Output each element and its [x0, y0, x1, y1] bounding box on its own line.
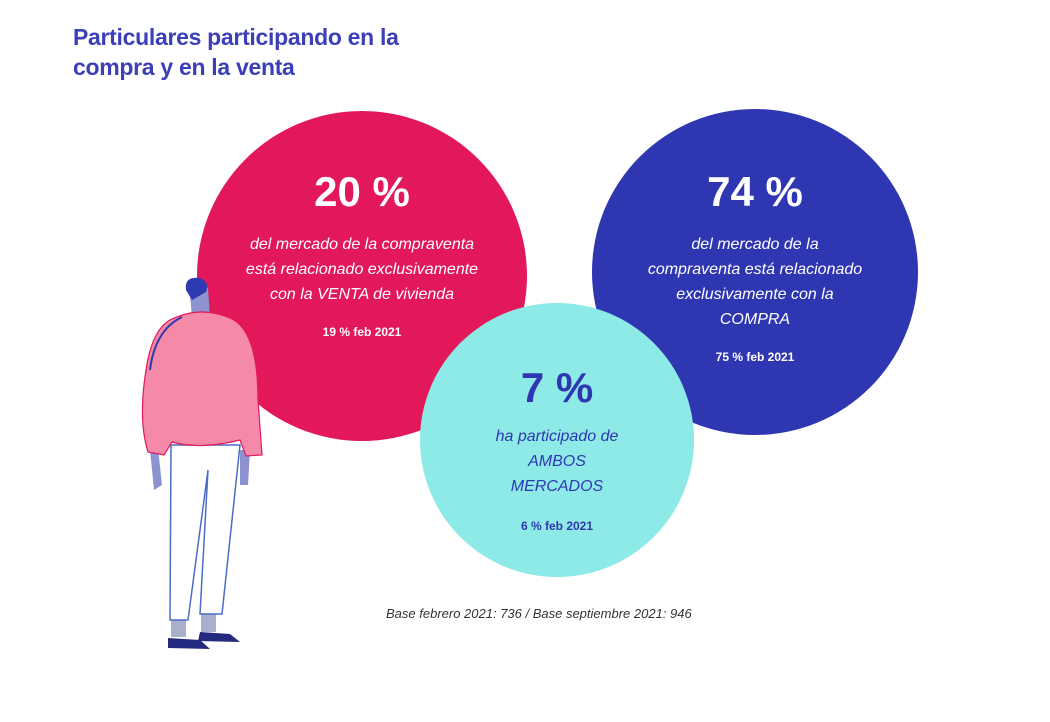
- venta-block: 20 % del mercado de la compraventa está …: [222, 168, 502, 339]
- ambos-description: ha participado de AMBOS MERCADOS: [495, 428, 619, 495]
- compra-previous: 75 % feb 2021: [715, 350, 795, 364]
- compra-percent: 74 %: [707, 168, 803, 215]
- venta-circle: [197, 111, 527, 441]
- venta-percent: 20 %: [314, 168, 410, 215]
- compra-circle: [592, 109, 918, 435]
- ambos-previous: 6 % feb 2021: [520, 519, 594, 533]
- person-illustration: [141, 277, 263, 649]
- venta-description: del mercado de la compraventa está relac…: [245, 236, 479, 303]
- ambos-block: 7 % ha participado de AMBOS MERCADOS 6 %…: [447, 364, 667, 533]
- compra-block: 74 % del mercado de la compraventa está …: [615, 168, 895, 364]
- page-title: Particulares participando en la compra y…: [73, 24, 399, 80]
- ambos-circle: [420, 303, 694, 577]
- venta-previous: 19 % feb 2021: [322, 325, 402, 339]
- compra-description: del mercado de la compraventa está relac…: [647, 236, 863, 328]
- footnote: Base febrero 2021: 736 / Base septiembre…: [386, 606, 692, 621]
- ambos-percent: 7 %: [520, 364, 594, 411]
